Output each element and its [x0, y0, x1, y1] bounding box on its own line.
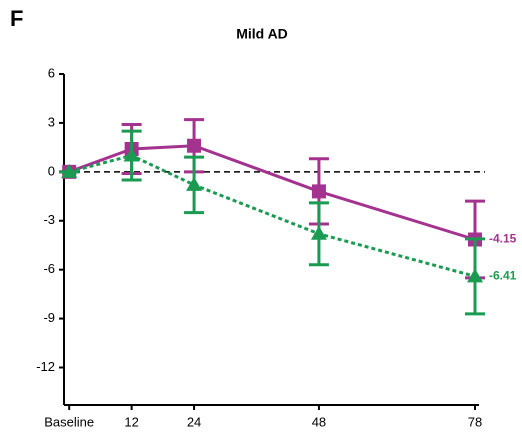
- end-label: -4.15: [489, 232, 517, 246]
- x-tick-label: Baseline: [44, 414, 94, 429]
- x-tick-label: 12: [124, 414, 138, 429]
- marker: [467, 268, 483, 283]
- chart-title: Mild AD: [236, 26, 288, 42]
- marker: [310, 225, 327, 240]
- y-tick-label: -12: [36, 359, 55, 374]
- y-tick-label: -3: [43, 212, 55, 227]
- marker: [61, 163, 78, 178]
- x-tick-label: 48: [312, 414, 326, 429]
- x-tick-label: 24: [187, 414, 201, 429]
- marker: [123, 147, 140, 162]
- marker: [187, 138, 202, 153]
- y-tick-label: 0: [48, 163, 55, 178]
- y-tick-label: 3: [48, 114, 55, 129]
- y-tick-label: 6: [48, 65, 55, 80]
- panel-letter: F: [10, 6, 23, 31]
- end-label: -6.41: [489, 269, 517, 283]
- marker: [186, 176, 203, 191]
- x-tick-label: 78: [468, 414, 482, 429]
- marker: [311, 184, 326, 199]
- y-tick-label: -6: [43, 261, 55, 276]
- y-tick-label: -9: [43, 310, 55, 325]
